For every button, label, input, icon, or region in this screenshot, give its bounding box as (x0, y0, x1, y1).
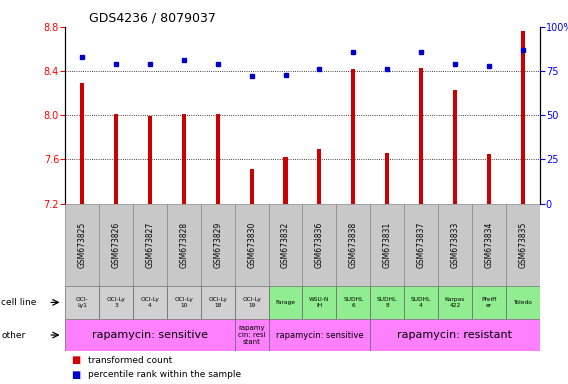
Text: OCI-Ly
19: OCI-Ly 19 (242, 297, 261, 308)
Bar (114, 114, 118, 204)
Text: rapamycin: sensitive: rapamycin: sensitive (92, 330, 208, 340)
Text: rapamy
cin: resi
stant: rapamy cin: resi stant (238, 325, 265, 345)
Bar (506, 286, 540, 319)
Bar (201, 204, 235, 286)
Text: GSM673832: GSM673832 (281, 222, 290, 268)
Text: OCI-Ly
10: OCI-Ly 10 (174, 297, 193, 308)
Bar (318, 149, 321, 204)
Text: GSM673827: GSM673827 (145, 222, 154, 268)
Text: Farage: Farage (275, 300, 295, 305)
Bar (521, 31, 525, 204)
Text: OCI-Ly
18: OCI-Ly 18 (208, 297, 227, 308)
Bar (370, 204, 404, 286)
Bar (269, 286, 303, 319)
Bar (167, 204, 201, 286)
Text: GSM673834: GSM673834 (485, 222, 493, 268)
Bar (336, 286, 370, 319)
Bar (99, 286, 133, 319)
Bar (336, 204, 370, 286)
Bar (283, 157, 287, 204)
Bar (65, 204, 99, 286)
Text: SUDHL
4: SUDHL 4 (411, 297, 431, 308)
Text: GDS4236 / 8079037: GDS4236 / 8079037 (89, 11, 216, 24)
Text: GSM673831: GSM673831 (383, 222, 392, 268)
Bar (506, 204, 540, 286)
Text: transformed count: transformed count (88, 356, 172, 365)
Bar (385, 153, 389, 204)
Text: GSM673837: GSM673837 (416, 222, 425, 268)
Bar (235, 286, 269, 319)
Text: GSM673830: GSM673830 (247, 222, 256, 268)
Text: ■: ■ (71, 356, 80, 366)
Text: OCI-Ly
3: OCI-Ly 3 (107, 297, 126, 308)
Bar (269, 204, 303, 286)
Bar (453, 90, 457, 204)
Text: GSM673826: GSM673826 (112, 222, 120, 268)
Bar (404, 286, 438, 319)
Bar (404, 204, 438, 286)
Text: GSM673825: GSM673825 (78, 222, 87, 268)
Text: cell line: cell line (1, 298, 36, 307)
Bar (472, 204, 506, 286)
Text: Toledo: Toledo (513, 300, 532, 305)
Bar (133, 204, 167, 286)
Bar (65, 319, 235, 351)
Text: percentile rank within the sample: percentile rank within the sample (88, 370, 241, 379)
Bar (133, 286, 167, 319)
Text: other: other (1, 331, 26, 339)
Text: WSU-N
IH: WSU-N IH (309, 297, 329, 308)
Bar (249, 169, 254, 204)
Bar (99, 204, 133, 286)
Text: GSM673828: GSM673828 (179, 222, 189, 268)
Text: GSM673836: GSM673836 (315, 222, 324, 268)
Bar (65, 286, 99, 319)
Bar (148, 116, 152, 204)
Bar (303, 286, 336, 319)
Bar (370, 286, 404, 319)
Text: GSM673835: GSM673835 (518, 222, 527, 268)
Bar (235, 319, 269, 351)
Text: Pfeiff
er: Pfeiff er (481, 297, 496, 308)
Text: OCI-
Ly1: OCI- Ly1 (76, 297, 89, 308)
Text: rapamycin: sensitive: rapamycin: sensitive (275, 331, 363, 339)
Bar (303, 204, 336, 286)
Bar (80, 83, 84, 204)
Text: GSM673829: GSM673829 (213, 222, 222, 268)
Bar (201, 286, 235, 319)
Bar (438, 204, 472, 286)
Bar (182, 114, 186, 204)
Bar (419, 68, 423, 204)
Bar (216, 114, 220, 204)
Text: SUDHL
8: SUDHL 8 (377, 297, 397, 308)
Bar (487, 154, 491, 204)
Text: OCI-Ly
4: OCI-Ly 4 (140, 297, 160, 308)
Text: SUDHL
6: SUDHL 6 (343, 297, 364, 308)
Bar (235, 204, 269, 286)
Bar (370, 319, 540, 351)
Text: rapamycin: resistant: rapamycin: resistant (398, 330, 512, 340)
Bar (438, 286, 472, 319)
Text: GSM673838: GSM673838 (349, 222, 358, 268)
Text: ■: ■ (71, 370, 80, 380)
Text: GSM673833: GSM673833 (450, 222, 460, 268)
Bar (269, 319, 370, 351)
Text: Karpas
422: Karpas 422 (445, 297, 465, 308)
Bar (472, 286, 506, 319)
Bar (351, 69, 356, 204)
Bar (167, 286, 201, 319)
